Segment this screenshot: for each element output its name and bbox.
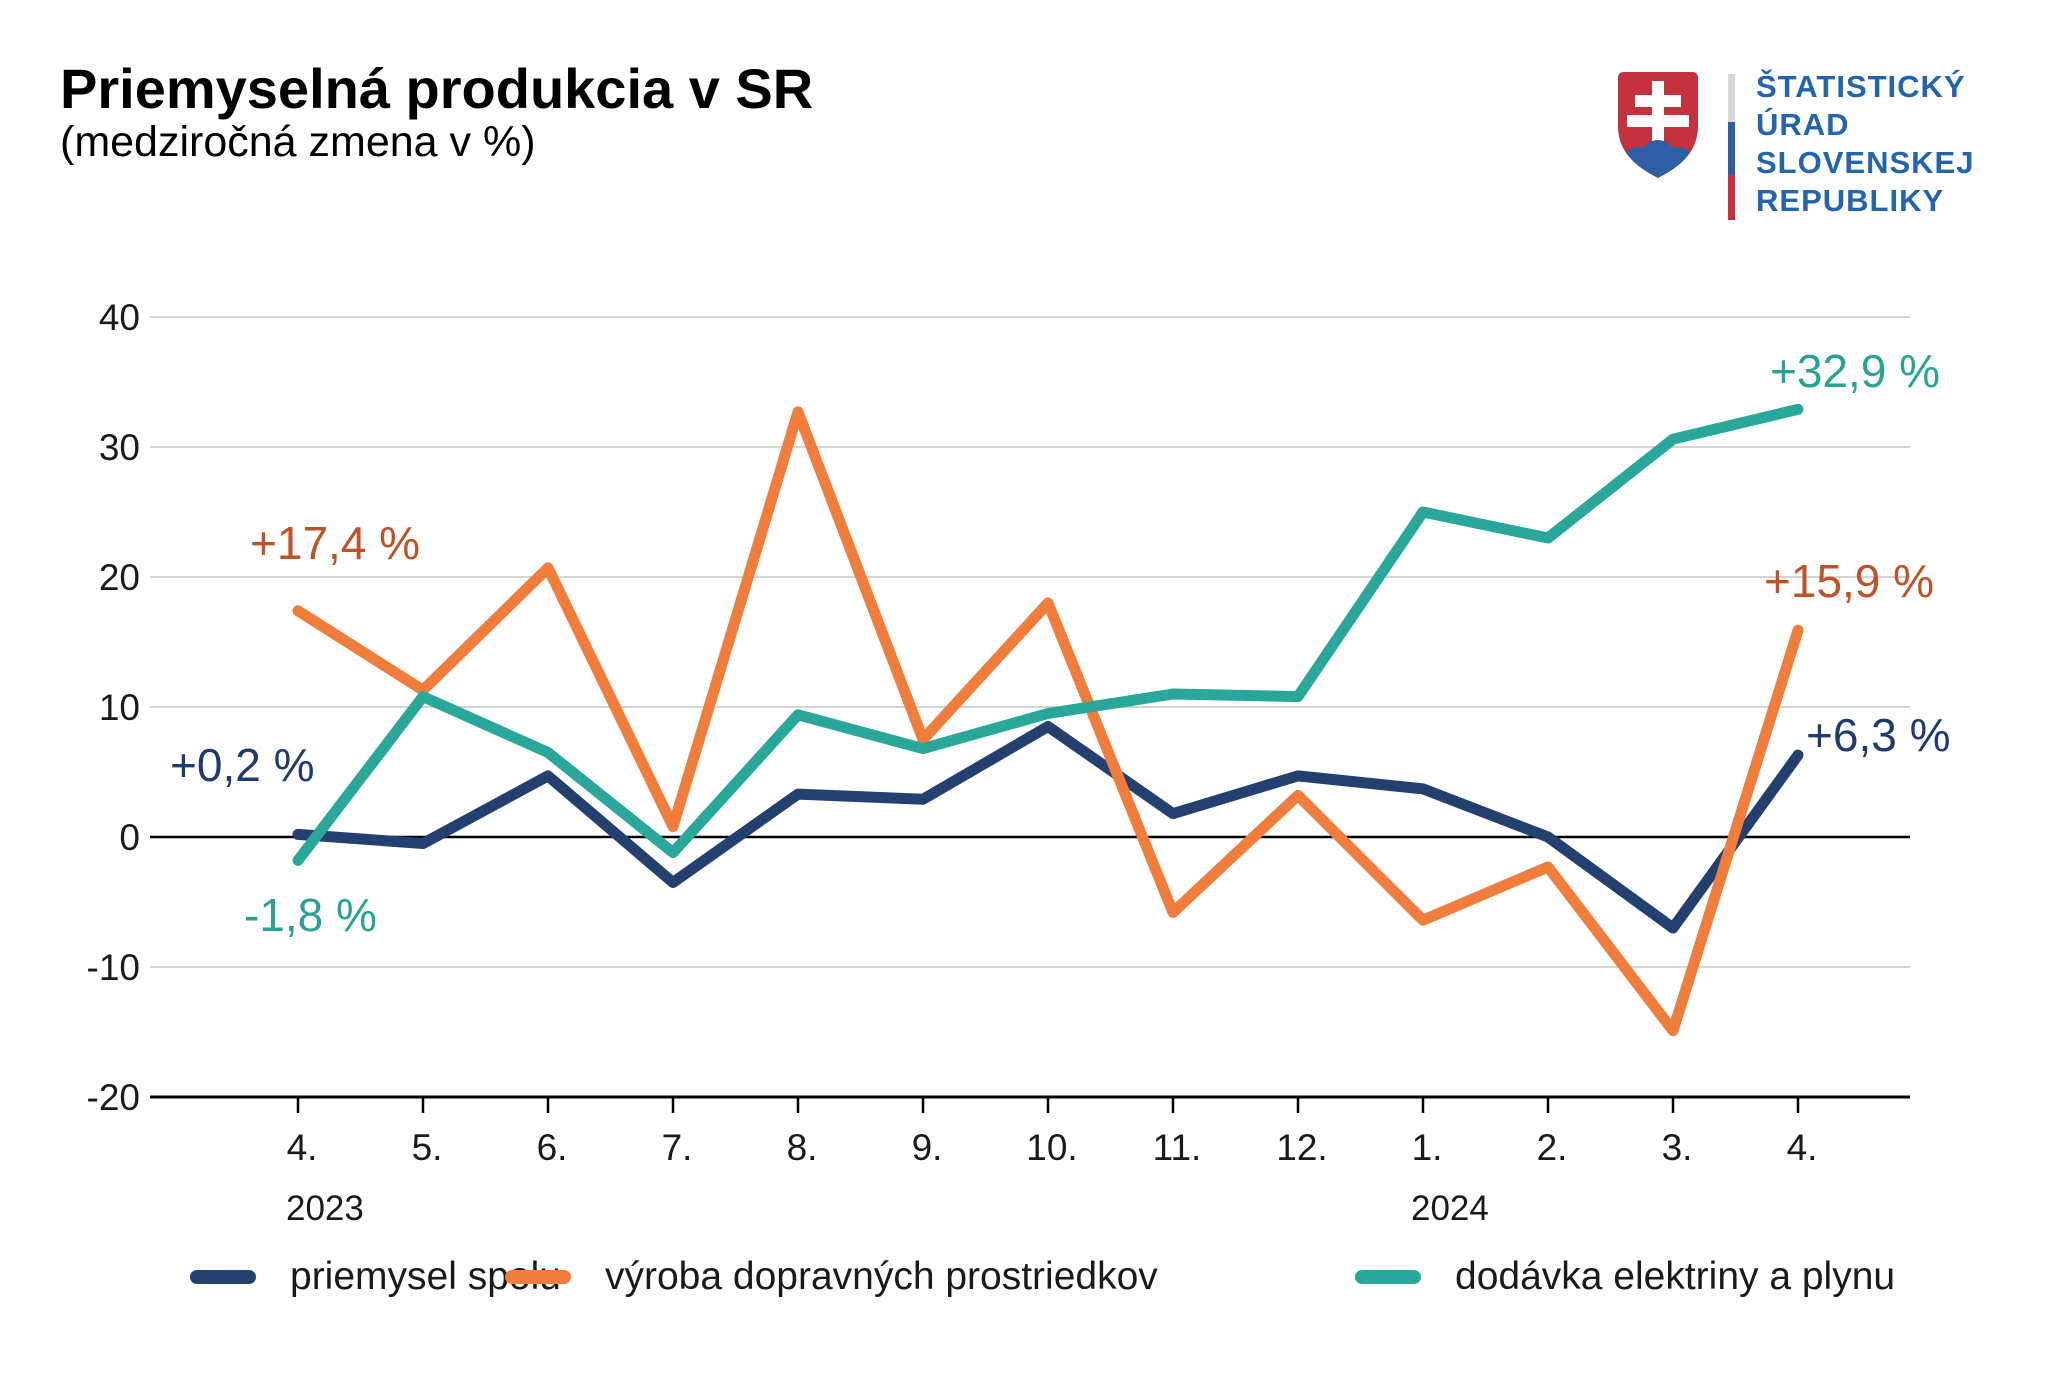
legend-swatch-dodavka <box>1355 1270 1421 1284</box>
annotation-vyroba-start: +17,4 % <box>250 517 421 569</box>
y-tick-label: 40 <box>99 297 140 338</box>
divider-red <box>1728 175 1735 220</box>
legend-swatch-priemysel <box>190 1270 256 1284</box>
divider-blue <box>1728 122 1735 175</box>
logo-text-line1: ŠTATISTICKÝ <box>1756 69 1966 104</box>
susr-logo: ŠTATISTICKÝ ÚRAD SLOVENSKEJ REPUBLIKY <box>1610 62 2030 222</box>
year-label: 2024 <box>1411 1189 1489 1228</box>
annotation-priemysel-start: +0,2 % <box>170 739 315 791</box>
annotation-dodavka-end: +32,9 % <box>1770 345 1941 397</box>
logo-text: ŠTATISTICKÝ ÚRAD SLOVENSKEJ REPUBLIKY <box>1756 68 1974 220</box>
double-cross <box>1627 81 1689 153</box>
page-subtitle: (medziročná zmena v %) <box>60 118 536 166</box>
annotation-vyroba-end: +15,9 % <box>1764 555 1935 607</box>
divider-gray <box>1728 74 1735 122</box>
x-tick-label: 7. <box>662 1127 693 1168</box>
y-tick-label: 30 <box>99 427 140 468</box>
y-tick-label: 20 <box>99 557 140 598</box>
logo-divider-bar <box>1728 74 1735 220</box>
x-tick-label: 4. <box>1787 1127 1818 1168</box>
page-title: Priemyselná produkcia v SR <box>60 57 814 120</box>
logo-text-line3: SLOVENSKEJ <box>1756 145 1975 180</box>
x-tick-label: 11. <box>1153 1127 1202 1168</box>
legend-item-dodavka: dodávka elektriny a plynu <box>1355 1254 1895 1300</box>
legend-label-dodavka: dodávka elektriny a plynu <box>1455 1255 1896 1298</box>
x-tick-label: 1. <box>1412 1127 1443 1168</box>
year-label: 2023 <box>286 1189 364 1228</box>
x-tick-label: 6. <box>537 1127 568 1168</box>
logo-text-line2: ÚRAD <box>1756 107 1850 142</box>
chart-legend: priemysel spolu výroba dopravných prostr… <box>0 1254 2048 1314</box>
logo-text-line4: REPUBLIKY <box>1756 183 1945 218</box>
x-tick-label: 5. <box>412 1127 443 1168</box>
legend-label-vyroba: výroba dopravných prostriedkov <box>605 1255 1158 1298</box>
x-tick-label: 10. <box>1026 1127 1077 1168</box>
cross-lower-bar <box>1627 115 1689 127</box>
annotation-dodavka-start: -1,8 % <box>244 889 377 941</box>
y-tick-label: -20 <box>87 1077 140 1118</box>
x-tick-label: 3. <box>1662 1127 1693 1168</box>
y-tick-label: 10 <box>99 687 140 728</box>
x-tick-label: 12. <box>1276 1127 1327 1168</box>
x-tick-label: 2. <box>1537 1127 1568 1168</box>
cross-upper-bar <box>1635 95 1681 107</box>
y-tick-label: 0 <box>119 817 140 858</box>
series-line-1 <box>292 406 1804 1037</box>
x-tick-label: 4. <box>287 1127 318 1168</box>
x-tick-label: 9. <box>912 1127 943 1168</box>
legend-swatch-vyroba <box>505 1270 571 1284</box>
x-tick-label: 8. <box>787 1127 818 1168</box>
annotation-priemysel-end: +6,3 % <box>1806 709 1951 761</box>
series-line-2 <box>292 403 1804 866</box>
slovak-coat-of-arms-icon <box>1618 72 1698 178</box>
y-tick-label: -10 <box>87 947 140 988</box>
series-line-0 <box>292 721 1804 934</box>
legend-item-vyroba: výroba dopravných prostriedkov <box>505 1254 1158 1300</box>
